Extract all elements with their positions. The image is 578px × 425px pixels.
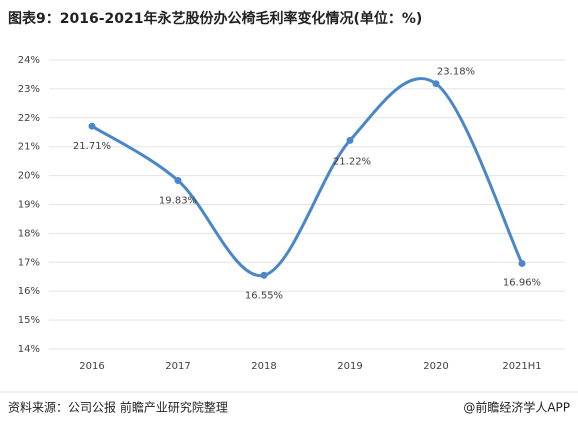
point: [88, 122, 96, 130]
value-label: 16.55%: [245, 290, 283, 301]
x-tick-label: 2018: [251, 361, 276, 372]
y-tick-label: 19%: [18, 200, 40, 211]
x-tick-label: 2020: [423, 361, 448, 372]
point: [174, 177, 182, 185]
y-tick-label: 14%: [18, 344, 40, 355]
value-label: 21.71%: [73, 141, 111, 152]
y-tick-label: 22%: [18, 113, 40, 124]
value-label: 16.96%: [503, 277, 541, 288]
chart-title: 图表9：2016-2021年永艺股份办公椅毛利率变化情况(单位：%): [8, 10, 422, 27]
value-label: 23.18%: [437, 67, 475, 78]
source: 资料来源：公司公报 前瞻产业研究院整理: [8, 400, 228, 415]
x-tick-label: 2017: [165, 361, 190, 372]
x-tick-label: 2019: [337, 361, 362, 372]
value-label: 19.83%: [159, 196, 197, 207]
y-tick-label: 16%: [18, 286, 40, 297]
point: [432, 80, 440, 88]
x-tick-label: 2021H1: [502, 361, 541, 372]
y-tick-label: 15%: [18, 315, 40, 326]
series-line: [91, 77, 524, 277]
y-tick-label: 24%: [18, 55, 40, 66]
y-tick-label: 17%: [18, 257, 40, 268]
x-tick-label: 2016: [79, 361, 104, 372]
credit: @前瞻经济学人APP: [463, 400, 570, 415]
point: [346, 136, 354, 144]
y-tick-label: 20%: [18, 171, 40, 182]
y-tick-label: 18%: [18, 228, 40, 239]
point: [518, 259, 526, 267]
y-tick-label: 23%: [18, 84, 40, 95]
point: [260, 271, 268, 279]
value-label: 21.22%: [333, 156, 371, 167]
y-tick-label: 21%: [18, 142, 40, 153]
